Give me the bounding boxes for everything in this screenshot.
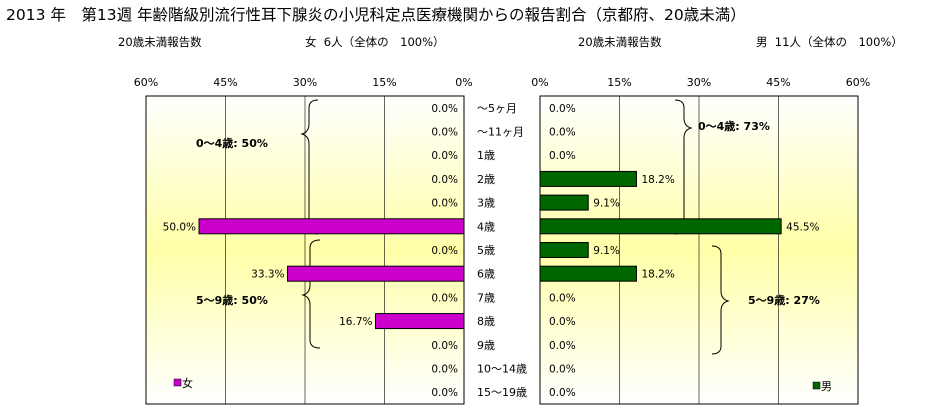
male-data-label: 18.2% <box>641 269 674 281</box>
category-label: 9歳 <box>477 339 495 352</box>
female-data-label: 0.0% <box>431 292 458 304</box>
category-label: 4歳 <box>477 220 495 233</box>
category-label: 1歳 <box>477 149 495 162</box>
category-label: ～11ヶ月 <box>477 126 524 139</box>
male-data-label: 0.0% <box>549 127 576 139</box>
female-bar <box>287 265 465 282</box>
female-data-label: 0.0% <box>431 103 458 115</box>
category-label: 6歳 <box>477 268 495 281</box>
category-label: ～5ヶ月 <box>477 102 517 115</box>
female-tick-label: 45% <box>213 76 237 89</box>
male-data-label: 0.0% <box>549 316 576 328</box>
female-data-label: 50.0% <box>163 221 196 233</box>
male-bar <box>539 218 782 235</box>
female-legend-label: 女 <box>182 376 193 390</box>
male-tick-label: 15% <box>607 76 631 89</box>
category-label: 15～19歳 <box>477 386 527 399</box>
male-bracket-5-9 <box>711 245 730 355</box>
male-bar <box>539 242 589 258</box>
male-data-label: 0.0% <box>549 150 576 162</box>
chart-title: 2013 年 第13週 年齢階級別流行性耳下腺炎の小児科定点医療機関からの報告割… <box>6 6 746 24</box>
female-bracket-label-0-4: 0～4歳: 50% <box>196 136 268 150</box>
male-tick-label: 45% <box>766 76 790 89</box>
male-data-label: 9.1% <box>593 198 620 210</box>
male-header-count: 男 11人（全体の 100%） <box>756 35 903 49</box>
male-data-label: 18.2% <box>641 174 674 186</box>
male-data-label: 0.0% <box>549 363 576 375</box>
category-label: 3歳 <box>477 197 495 210</box>
category-label: 10～14歳 <box>477 362 527 375</box>
female-data-label: 0.0% <box>431 363 458 375</box>
female-legend-swatch <box>173 378 182 387</box>
female-tick-label: 15% <box>372 76 396 89</box>
female-header-count: 女 6人（全体の 100%） <box>305 35 445 49</box>
male-data-label: 9.1% <box>593 245 620 257</box>
male-bracket-label-0-4: 0～4歳: 73% <box>698 119 770 133</box>
male-tick-label: 30% <box>687 76 711 89</box>
male-tick-label: 60% <box>846 76 870 89</box>
female-data-label: 33.3% <box>251 269 284 281</box>
male-legend-label: 男 <box>821 380 832 393</box>
female-bar <box>374 313 465 330</box>
female-data-label: 16.7% <box>339 316 372 328</box>
female-bracket-label-5-9: 5～9歳: 50% <box>196 293 268 307</box>
male-data-label: 0.0% <box>549 340 576 352</box>
male-bar <box>539 265 637 282</box>
female-tick-label: 60% <box>134 76 158 89</box>
female-data-label: 0.0% <box>431 340 458 352</box>
male-header-label: 20歳未満報告数 <box>578 35 662 49</box>
category-label: 5歳 <box>477 244 495 257</box>
male-data-label: 45.5% <box>786 221 819 233</box>
female-data-label: 0.0% <box>431 174 458 186</box>
female-header-label: 20歳未満報告数 <box>118 35 202 49</box>
female-data-label: 0.0% <box>431 245 458 257</box>
female-bar <box>198 218 465 235</box>
female-data-label: 0.0% <box>431 387 458 399</box>
male-legend-swatch <box>812 381 821 390</box>
category-label: 8歳 <box>477 315 495 328</box>
male-data-label: 0.0% <box>549 103 576 115</box>
female-tick-label: 0% <box>455 76 472 89</box>
male-tick-label: 0% <box>531 76 548 89</box>
female-data-label: 0.0% <box>431 150 458 162</box>
female-bracket-5-9 <box>301 239 321 349</box>
female-data-label: 0.0% <box>431 198 458 210</box>
female-tick-label: 30% <box>293 76 317 89</box>
category-label: 7歳 <box>477 291 495 304</box>
female-data-label: 0.0% <box>431 127 458 139</box>
male-bracket-label-5-9: 5～9歳: 27% <box>748 293 820 307</box>
category-label: 2歳 <box>477 173 495 186</box>
male-data-label: 0.0% <box>549 387 576 399</box>
male-bar <box>539 194 589 211</box>
male-bar <box>539 170 637 187</box>
male-data-label: 0.0% <box>549 292 576 304</box>
